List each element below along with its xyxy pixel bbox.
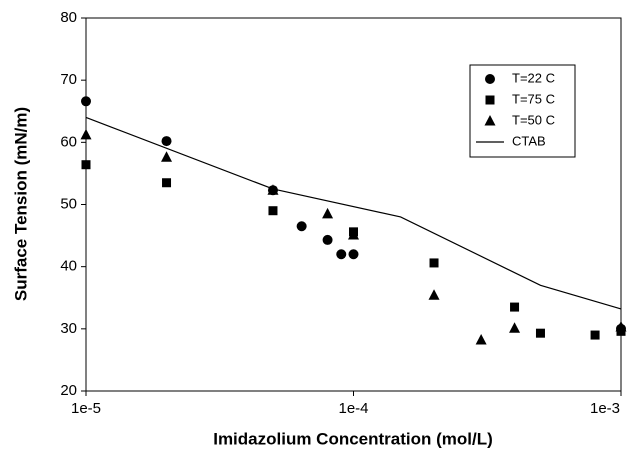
data-point	[429, 258, 439, 268]
legend-swatch	[485, 74, 495, 84]
data-point	[162, 178, 172, 188]
data-point	[348, 228, 359, 240]
data-point	[296, 221, 307, 232]
data-point	[615, 320, 627, 332]
data-point	[590, 330, 600, 340]
data-point	[268, 206, 278, 216]
data-point	[81, 96, 91, 107]
y-tick-label: 80	[60, 9, 77, 26]
data-point	[322, 207, 334, 219]
data-point	[509, 322, 521, 333]
legend-swatch	[484, 115, 496, 126]
data-point	[161, 151, 173, 162]
data-point	[475, 334, 487, 345]
y-tick-label: 30	[60, 320, 77, 337]
data-point	[336, 249, 347, 260]
legend-swatch	[485, 95, 495, 105]
data-point	[510, 302, 520, 312]
y-tick-label: 70	[60, 71, 77, 88]
x-tick-label: 1e-4	[338, 400, 368, 417]
legend-label: T=75 C	[512, 91, 555, 106]
data-point	[428, 289, 440, 300]
y-axis-title: Surface Tension (mN/m)	[11, 107, 30, 301]
legend-label: T=22 C	[512, 70, 555, 85]
data-point	[80, 128, 92, 140]
y-tick-label: 40	[60, 258, 77, 275]
y-tick-label: 60	[60, 133, 77, 150]
data-point	[322, 234, 333, 245]
data-point	[535, 328, 545, 338]
data-point	[81, 160, 91, 170]
data-point	[161, 136, 172, 147]
y-tick-label: 20	[60, 382, 77, 399]
y-tick-label: 50	[60, 195, 77, 212]
data-point	[348, 249, 359, 260]
x-tick-label: 1e-5	[71, 400, 101, 417]
legend-label: T=50 C	[512, 112, 555, 127]
x-axis-title: Imidazolium Concentration (mol/L)	[213, 429, 493, 448]
line-series	[85, 116, 622, 310]
legend-label: CTAB	[512, 133, 546, 148]
x-tick-label: 1e-3	[590, 400, 620, 417]
